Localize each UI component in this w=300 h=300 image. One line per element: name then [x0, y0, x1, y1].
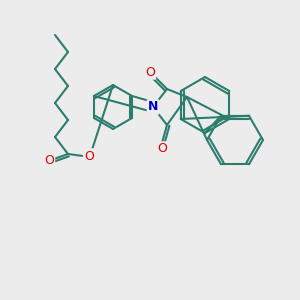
- Text: O: O: [157, 142, 167, 155]
- Text: N: N: [148, 100, 158, 113]
- Text: O: O: [145, 65, 155, 79]
- Text: O: O: [84, 149, 94, 163]
- Text: O: O: [44, 154, 54, 167]
